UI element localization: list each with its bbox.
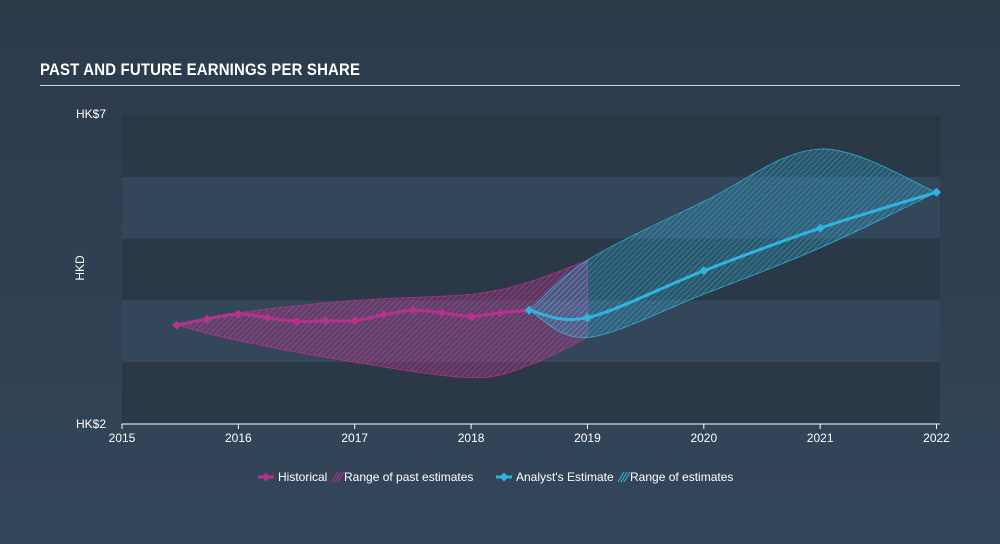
historical-point [408, 305, 418, 315]
estimate-point [699, 266, 709, 276]
y-axis-label: HKD [73, 255, 87, 281]
legend-hatch-swatch [337, 471, 345, 483]
x-tick-label: 2016 [225, 431, 252, 445]
grid-band [122, 362, 940, 424]
legend: Historical Range of past estimates Analyst… [258, 470, 733, 484]
x-tick-label: 2018 [458, 431, 485, 445]
x-tick-label: 2021 [807, 431, 834, 445]
legend-hatch-swatch [331, 471, 339, 483]
y-tick-label-bottom: HK$2 [76, 417, 106, 431]
estimate-point [932, 187, 942, 197]
legend-diamond-icon [261, 472, 271, 482]
x-tick-label: 2015 [109, 431, 136, 445]
legend-hatch-swatch [617, 471, 625, 483]
historical-point [262, 313, 272, 323]
historical-point [292, 316, 302, 326]
historical-point [350, 316, 360, 326]
legend-label: Analyst's Estimate [516, 470, 614, 484]
title-divider [40, 85, 960, 86]
y-tick-label-top: HK$7 [76, 107, 106, 121]
chart-title: PAST AND FUTURE EARNINGS PER SHARE [40, 60, 361, 79]
x-axis: 2015 2016 2017 2018 2019 2020 2021 2022 [109, 423, 950, 445]
legend-hatch-swatch [334, 471, 342, 483]
x-tick-label: 2020 [690, 431, 717, 445]
historical-point [495, 308, 505, 318]
x-tick-label: 2022 [923, 431, 950, 445]
historical-point [321, 316, 331, 326]
historical-point [233, 309, 243, 319]
legend-diamond-icon [499, 472, 509, 482]
legend-hatch-swatch [623, 471, 631, 483]
estimate-point [815, 223, 825, 233]
x-tick-label: 2019 [574, 431, 601, 445]
legend-label: Range of estimates [630, 470, 733, 484]
y-axis: HK$7 HK$2 HKD [73, 107, 106, 431]
historical-point [379, 310, 389, 320]
series-points [172, 187, 942, 330]
legend-label: Range of past estimates [344, 470, 473, 484]
historical-point [437, 308, 447, 318]
historical-point [202, 314, 212, 324]
historical-point [466, 311, 476, 321]
legend-hatch-swatch [620, 471, 628, 483]
estimate-point [524, 305, 534, 315]
estimate-point [582, 313, 592, 323]
historical-point [172, 320, 182, 330]
x-tick-label: 2017 [341, 431, 368, 445]
legend-label: Historical [278, 470, 327, 484]
